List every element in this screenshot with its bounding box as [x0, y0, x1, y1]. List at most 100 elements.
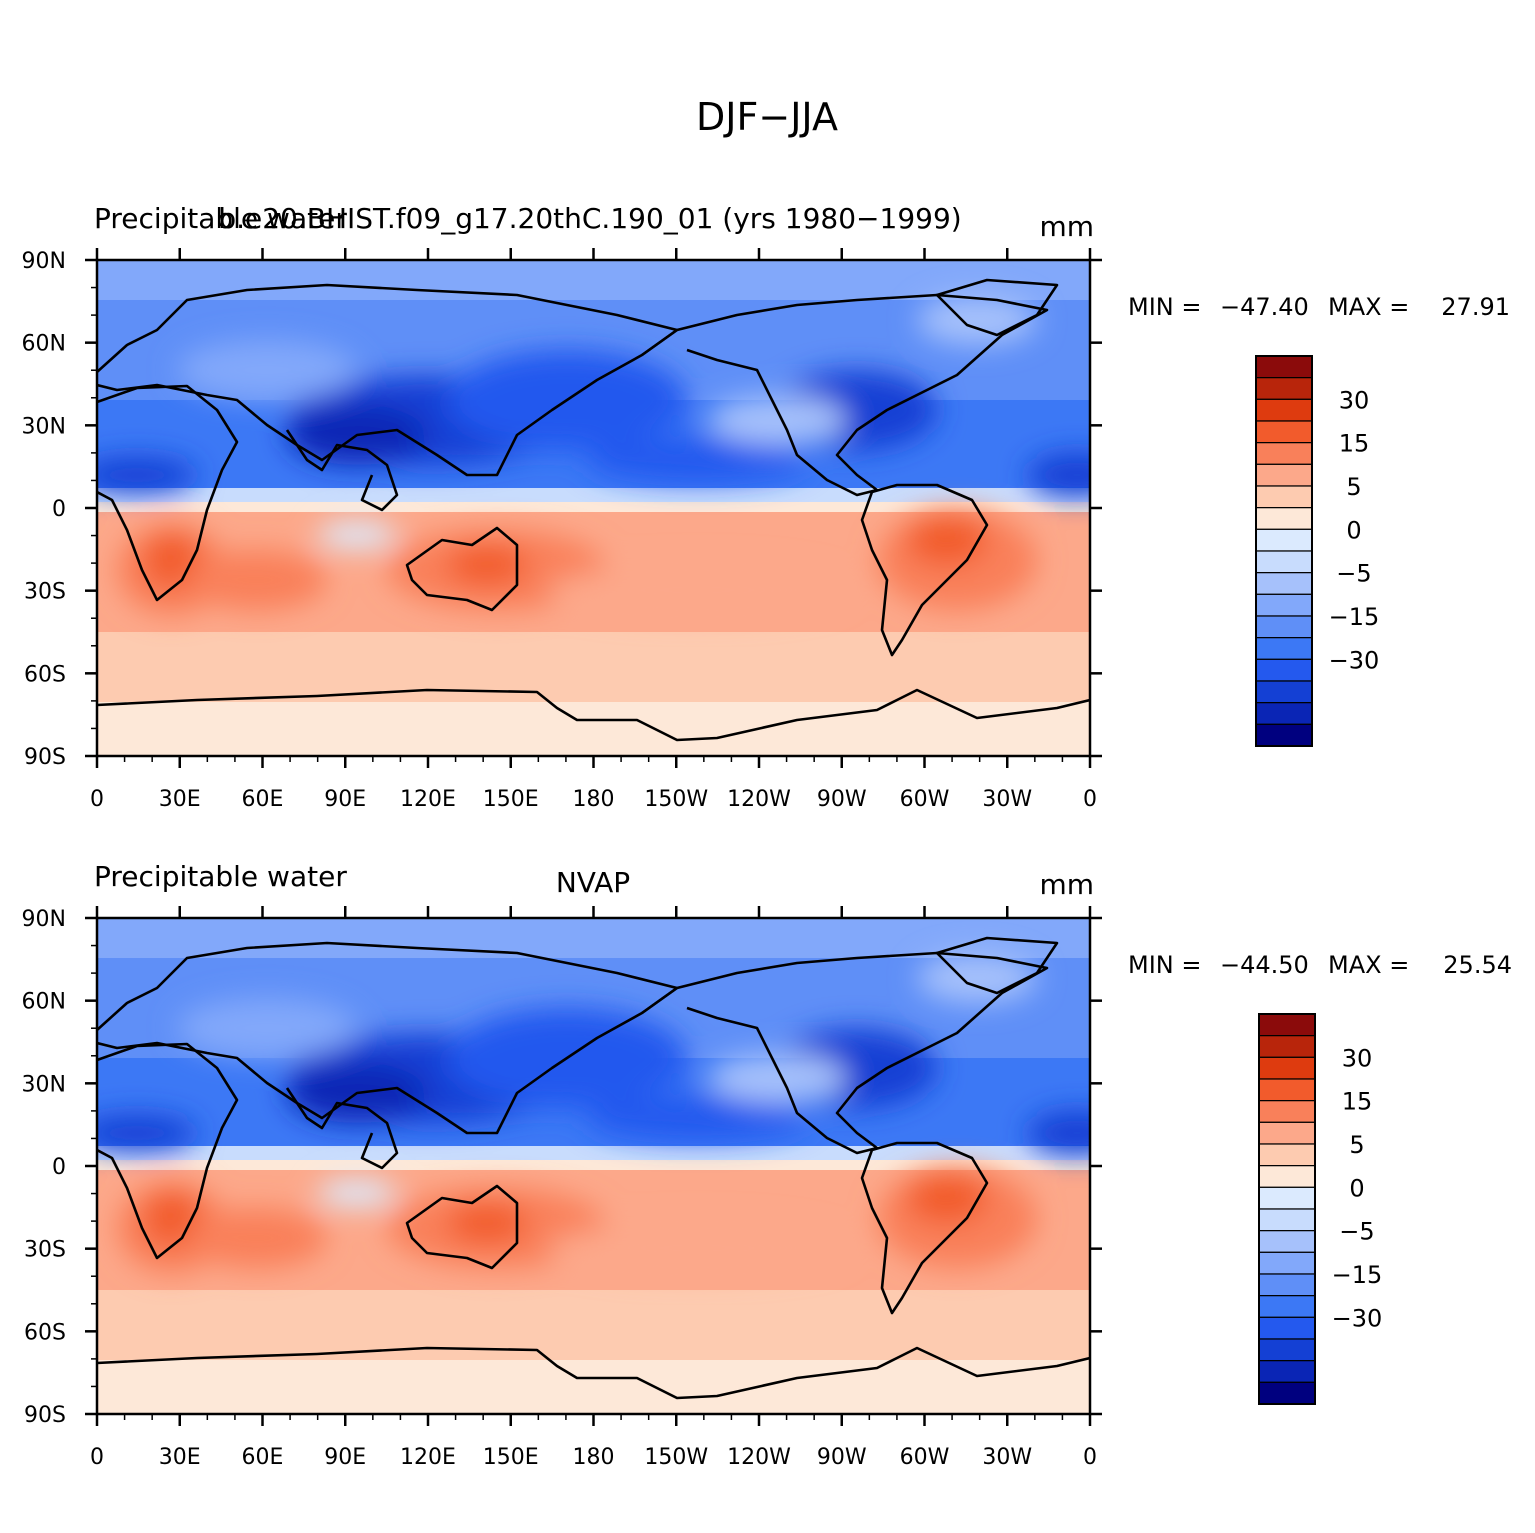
panel-2-units: mm [1039, 868, 1094, 901]
panel-1-max-value: 27.91 [1441, 293, 1510, 321]
panel-2-min-value: −44.50 [1220, 951, 1309, 979]
y-tick-label: 90N [22, 907, 66, 932]
colorbar-cell [1255, 398, 1313, 422]
x-tick-label: 30W [982, 1445, 1032, 1470]
x-tick-label: 90W [817, 1445, 867, 1470]
colorbar-label: 0 [1349, 1174, 1364, 1202]
colorbar-label: 30 [1342, 1044, 1373, 1072]
colorbar-cell [1258, 1360, 1316, 1383]
colorbar-cell [1255, 507, 1313, 530]
x-tick-label: 120W [727, 787, 791, 812]
y-tick-label: 60N [22, 332, 66, 357]
colorbar-label: 15 [1342, 1088, 1373, 1116]
x-tick-label: 60W [900, 787, 950, 812]
x-tick-label: 30E [159, 787, 201, 812]
colorbar-cell [1255, 637, 1313, 660]
colorbar-cell [1255, 420, 1313, 444]
colorbar-cell [1258, 1273, 1316, 1297]
figure-title: DJF−JJA [696, 95, 838, 139]
colorbar-label: −5 [1336, 560, 1371, 588]
colorbar-cell [1255, 550, 1313, 574]
colorbar-frame [1255, 355, 1313, 747]
y-tick-label: 60S [24, 662, 66, 687]
colorbar-label: −15 [1332, 1261, 1383, 1289]
x-tick-label: 120E [400, 1445, 456, 1470]
colorbar-cell [1258, 1035, 1316, 1058]
colorbar-cell [1258, 1056, 1316, 1080]
colorbar-cell [1255, 355, 1313, 379]
x-tick-label: 30E [159, 1445, 201, 1470]
y-tick-label: 60N [22, 990, 66, 1015]
colorbar-label: −30 [1332, 1304, 1383, 1332]
panel-1-colorbar: 30 15 5 0 −5 −15 −30 [1255, 355, 1380, 747]
y-tick-label: 90N [22, 249, 66, 274]
y-tick-label: 30N [22, 1072, 66, 1097]
colorbar-cell [1258, 1078, 1316, 1102]
panel-2-map [97, 918, 1090, 1414]
colorbar-cell [1258, 1251, 1316, 1275]
colorbar-cell [1255, 702, 1313, 725]
y-tick-label: 30S [24, 1238, 66, 1263]
panel-1-max-label: MAX = [1328, 293, 1409, 321]
colorbar-cell [1255, 723, 1313, 747]
panel-1-center-title: b.e20.BHIST.f09_g17.20thC.190_01 (yrs 19… [218, 202, 961, 235]
colorbar-cell [1258, 1143, 1316, 1167]
x-tick-label: 150W [644, 1445, 708, 1470]
colorbar-cell [1255, 485, 1313, 509]
x-tick-label: 90E [324, 787, 366, 812]
x-tick-label: 0 [90, 1445, 104, 1470]
colorbar-cell [1258, 1338, 1316, 1362]
x-tick-label: 150E [483, 787, 539, 812]
colorbar-cell [1258, 1295, 1316, 1318]
colorbar-cell [1255, 593, 1313, 617]
colorbar-cell [1255, 463, 1313, 487]
colorbar-cell [1258, 1381, 1316, 1405]
panel-2-minmax: MIN = −44.50 MAX = 25.54 [1128, 951, 1512, 979]
colorbar-cell [1258, 1013, 1316, 1037]
colorbar-cell [1255, 377, 1313, 400]
colorbar-cell [1258, 1316, 1316, 1340]
colorbar-label: 0 [1346, 516, 1361, 544]
x-tick-label: 120W [727, 1445, 791, 1470]
x-tick-label: 150E [483, 1445, 539, 1470]
colorbar-cell [1258, 1186, 1316, 1210]
x-tick-label: 180 [573, 787, 615, 812]
colorbar-label: 15 [1339, 430, 1370, 458]
x-tick-label: 30W [982, 787, 1032, 812]
colorbar-label: 5 [1349, 1131, 1364, 1159]
panel-1-units: mm [1039, 210, 1094, 243]
colorbar-label: −15 [1329, 603, 1380, 631]
panel-1-axis-ticks: 0 30E 60E 90E 120E 150E 180 150W 120W 90W 60W 30W 09… [22, 248, 1102, 812]
panel-1-map [97, 260, 1090, 756]
colorbar-cell [1258, 1121, 1316, 1145]
panel-2: Precipitable water NVAP mm 0 30E 60E 90E 120… [22, 860, 1512, 1470]
panel-1-min-value: −47.40 [1220, 293, 1309, 321]
panel-2-axis-ticks: 0 30E 60E 90E 120E 150E 180 150W 120W 90W 60W 30W 09… [22, 906, 1102, 1470]
y-tick-label: 0 [52, 497, 66, 522]
panel-2-min-label: MIN = [1128, 951, 1201, 979]
x-tick-label: 90W [817, 787, 867, 812]
colorbar-label: 5 [1346, 473, 1361, 501]
colorbar-cell [1255, 528, 1313, 552]
x-tick-label: 0 [1083, 787, 1097, 812]
y-tick-label: 90S [24, 745, 66, 770]
panel-1-min-label: MIN = [1128, 293, 1201, 321]
colorbar-cell [1255, 615, 1313, 639]
colorbar-label: 30 [1339, 386, 1370, 414]
y-tick-label: 90S [24, 1403, 66, 1428]
colorbar-cell [1258, 1165, 1316, 1188]
colorbar-frame [1258, 1013, 1316, 1405]
colorbar-cell [1255, 572, 1313, 595]
x-tick-label: 0 [90, 787, 104, 812]
x-tick-label: 60E [242, 787, 284, 812]
colorbar-cell [1258, 1208, 1316, 1232]
x-tick-label: 150W [644, 787, 708, 812]
panel-2-center-title: NVAP [556, 866, 630, 899]
panel-1: Precipitable water b.e20.BHIST.f09_g17.2… [22, 202, 1510, 812]
colorbar-label: −30 [1329, 646, 1380, 674]
y-tick-label: 30S [24, 580, 66, 605]
x-tick-label: 90E [324, 1445, 366, 1470]
x-tick-label: 180 [573, 1445, 615, 1470]
colorbar-label: −5 [1339, 1218, 1374, 1246]
